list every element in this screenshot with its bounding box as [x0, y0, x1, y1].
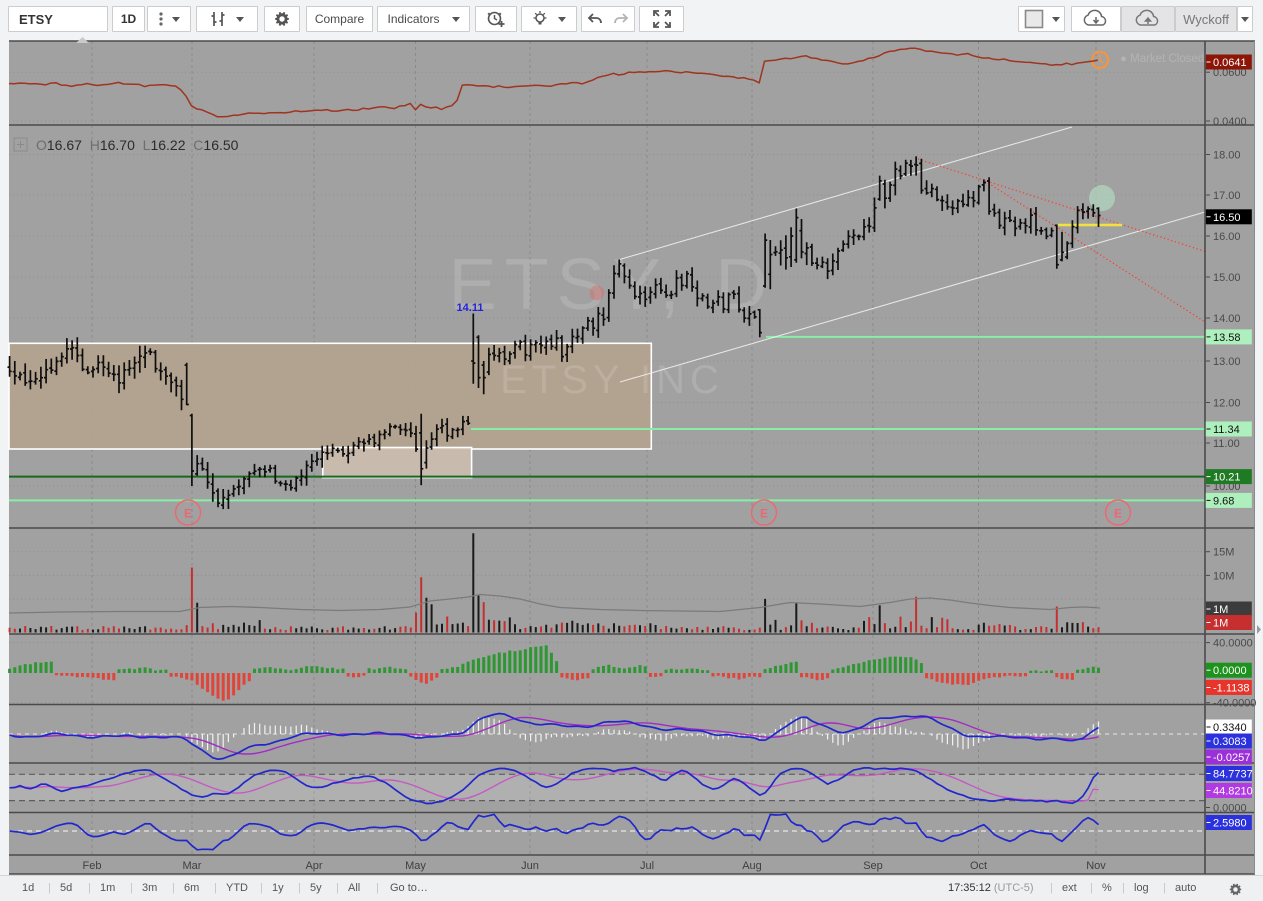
svg-text:0.0600: 0.0600 [1213, 67, 1247, 79]
svg-text:-0.0257: -0.0257 [1213, 752, 1250, 764]
svg-text:40.0000: 40.0000 [1213, 638, 1253, 650]
svg-text:May: May [405, 860, 426, 872]
svg-text:14.00: 14.00 [1213, 313, 1241, 325]
svg-text:0.3083: 0.3083 [1213, 736, 1247, 748]
svg-text:84.7737: 84.7737 [1213, 769, 1253, 781]
svg-text:Oct: Oct [970, 860, 987, 872]
svg-text:ETSY INC: ETSY INC [500, 358, 724, 402]
svg-text:● Market Closed: ● Market Closed [1120, 53, 1204, 65]
svg-text:E: E [760, 507, 768, 521]
svg-text:0.0400: 0.0400 [1213, 116, 1247, 128]
svg-text:13.00: 13.00 [1213, 356, 1241, 368]
svg-text:Apr: Apr [305, 860, 322, 872]
svg-text:O16.67 H16.70 L16.22 C16.50: O16.67 H16.70 L16.22 C16.50 [36, 137, 239, 153]
svg-text:9.68: 9.68 [1213, 495, 1234, 507]
svg-text:16.50: 16.50 [1213, 212, 1241, 224]
svg-text:Jul: Jul [640, 860, 654, 872]
svg-text:10M: 10M [1213, 570, 1234, 582]
svg-text:0.0000: 0.0000 [1213, 665, 1247, 677]
svg-text:0.0000: 0.0000 [1213, 803, 1247, 815]
svg-text:-1.1138: -1.1138 [1213, 683, 1250, 695]
svg-text:0.3340: 0.3340 [1213, 722, 1247, 734]
svg-text:16.00: 16.00 [1213, 231, 1241, 243]
svg-text:1M: 1M [1213, 604, 1228, 616]
svg-text:11.00: 11.00 [1213, 438, 1240, 450]
svg-text:Sep: Sep [863, 860, 883, 872]
svg-text:1M: 1M [1213, 618, 1228, 630]
svg-text:14.11: 14.11 [457, 302, 484, 314]
svg-text:E: E [184, 507, 192, 521]
svg-text:0.0641: 0.0641 [1213, 57, 1247, 69]
svg-text:44.8210: 44.8210 [1213, 786, 1253, 798]
svg-text:Aug: Aug [742, 860, 762, 872]
svg-text:Jun: Jun [521, 860, 539, 872]
svg-text:13.58: 13.58 [1213, 332, 1241, 344]
svg-text:ETSY, D: ETSY, D [449, 245, 776, 325]
svg-text:11.34: 11.34 [1213, 424, 1240, 436]
svg-text:Feb: Feb [83, 860, 102, 872]
svg-text:15.00: 15.00 [1213, 272, 1241, 284]
svg-text:17.00: 17.00 [1213, 190, 1241, 202]
svg-text:12.00: 12.00 [1213, 398, 1241, 410]
svg-text:18.00: 18.00 [1213, 150, 1241, 162]
svg-text:10.21: 10.21 [1213, 472, 1241, 484]
svg-text:Nov: Nov [1086, 860, 1106, 872]
svg-text:2.5980: 2.5980 [1213, 818, 1247, 830]
svg-text:E: E [1114, 507, 1122, 521]
svg-text:-40.0000: -40.0000 [1213, 698, 1256, 710]
svg-text:Mar: Mar [183, 860, 202, 872]
svg-text:15M: 15M [1213, 547, 1234, 559]
